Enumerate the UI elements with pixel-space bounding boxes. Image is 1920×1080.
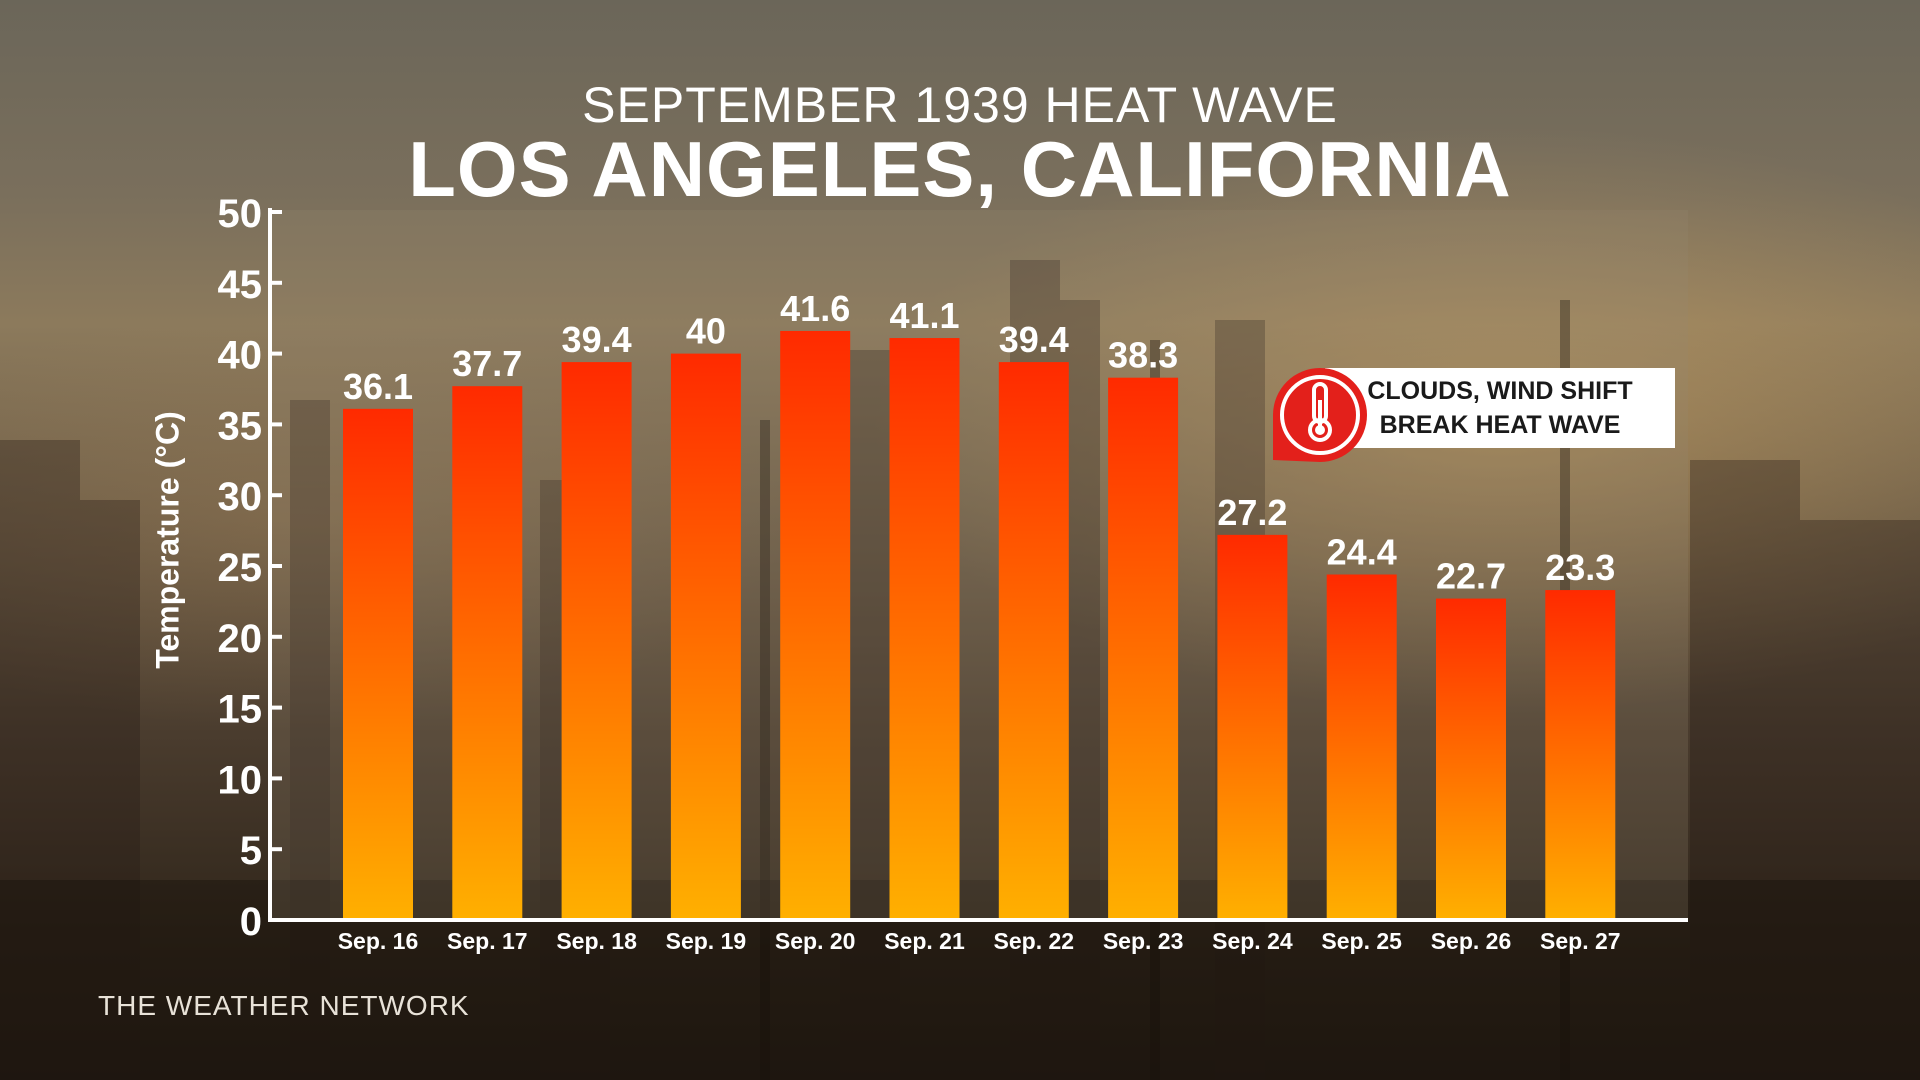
y-tick-label-25: 25 [218,546,263,590]
x-labels-group: Sep. 16 Sep. 17 Sep. 18 Sep. 19 Sep. 20 Sep. … [338,928,1621,954]
value-label-4: 40 [686,311,726,352]
x-tick-label-7: Sep. 22 [994,928,1075,954]
y-tick-label-10: 10 [218,758,263,802]
value-label-12: 23.3 [1545,547,1615,588]
bar-10 [1326,574,1397,920]
x-tick-label-6: Sep. 21 [884,928,965,954]
y-tick-label-35: 35 [218,404,263,448]
value-label-1: 36.1 [343,366,413,407]
callout-text: CLOUDS, WIND SHIFT BREAK HEAT WAVE [1325,374,1675,442]
bar-6 [889,338,960,920]
y-ticks-group: 0 5 10 15 20 25 30 35 40 45 50 [218,192,282,944]
value-label-10: 24.4 [1327,531,1397,572]
bar-12 [1545,590,1616,920]
chart-title: LOS ANGELES, CALIFORNIA [408,125,1512,213]
y-tick-label-20: 20 [218,617,263,661]
x-tick-label-3: Sep. 18 [556,928,637,954]
y-tick-label-40: 40 [218,334,263,378]
value-label-5: 41.6 [780,288,850,329]
y-tick-label-15: 15 [218,688,263,732]
callout-line-2: BREAK HEAT WAVE [1379,411,1621,439]
x-tick-label-12: Sep. 27 [1540,928,1621,954]
bar-4 [670,353,741,921]
brand-logo-text: THE WEATHER NETWORK [98,990,470,1021]
x-tick-label-4: Sep. 19 [666,928,747,954]
callout-box [1325,368,1675,448]
bar-1 [343,408,413,920]
bar-11 [1436,598,1506,920]
value-label-11: 22.7 [1436,556,1506,597]
callout: CLOUDS, WIND SHIFT BREAK HEAT WAVE [1265,360,1675,462]
x-tick-label-9: Sep. 24 [1212,928,1293,954]
value-label-9: 27.2 [1217,492,1287,533]
y-tick-label-45: 45 [218,263,263,307]
x-tick-label-2: Sep. 17 [447,928,528,954]
value-labels-group: 36.1 37.7 39.4 40 41.6 41.1 39.4 38.3 27.2 24.4 22… [343,288,1615,597]
x-tick-label-11: Sep. 26 [1431,928,1512,954]
value-label-8: 38.3 [1108,335,1178,376]
chart-subtitle: SEPTEMBER 1939 HEAT WAVE [582,77,1338,133]
y-tick-label-5: 5 [240,829,262,873]
bars-group [343,330,1616,921]
bar-2 [452,386,523,921]
value-label-7: 39.4 [999,319,1069,360]
thermometer-icon [1273,368,1367,462]
bar-7 [998,362,1069,920]
bar-3 [561,362,632,920]
value-label-6: 41.1 [889,295,959,336]
x-tick-label-1: Sep. 16 [338,928,419,954]
x-tick-label-10: Sep. 25 [1321,928,1402,954]
x-tick-label-8: Sep. 23 [1103,928,1184,954]
bar-8 [1108,377,1179,920]
bar-5 [780,330,851,921]
value-label-3: 39.4 [562,319,632,360]
bar-9 [1217,534,1288,920]
value-label-2: 37.7 [452,343,522,384]
y-tick-label-0: 0 [240,900,262,944]
y-tick-label-30: 30 [218,475,263,519]
x-tick-label-5: Sep. 20 [775,928,856,954]
callout-line-1: CLOUDS, WIND SHIFT [1367,377,1633,405]
y-tick-label-50: 50 [218,192,263,236]
